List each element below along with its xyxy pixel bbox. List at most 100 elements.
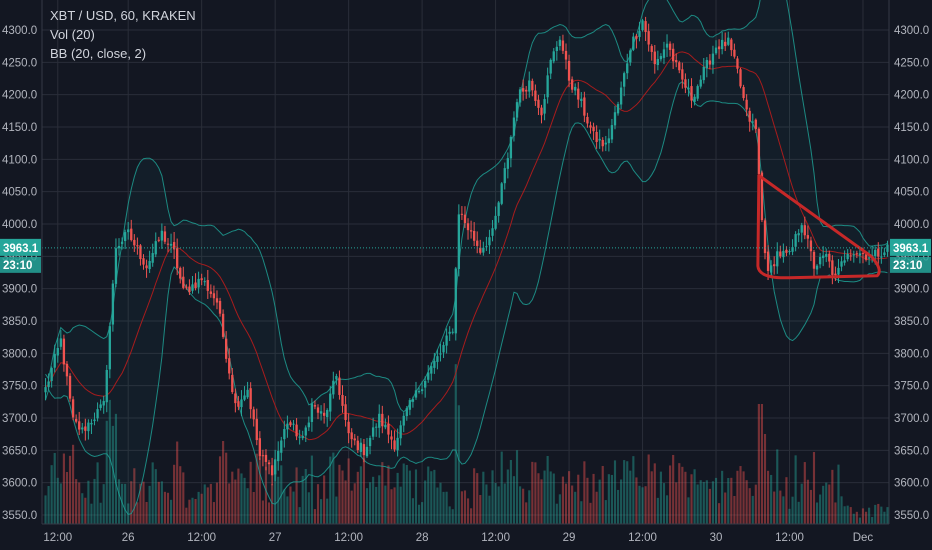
volume-bar [200,493,203,524]
volume-bar [182,472,185,524]
volume-indicator-label[interactable]: Vol (20) [50,27,95,42]
candle-body [650,46,653,52]
candle-body [350,432,353,440]
candle-body [108,326,111,370]
candle-body [194,282,197,289]
candle-body [757,128,761,175]
volume-bar [298,507,301,524]
volume-bar [421,502,424,524]
candle-body [886,244,889,252]
candle-body [864,254,868,260]
volume-bar [549,471,552,524]
volume-bar [806,479,809,524]
volume-bar [782,496,785,524]
candle-body [632,36,635,50]
volume-bar [136,502,139,524]
candle-body [730,39,733,51]
volume-bar [690,474,693,524]
candle-body [739,69,742,87]
candle-body [675,60,678,63]
candle-body [463,214,467,224]
volume-bar [607,474,610,524]
volume-bar [243,477,246,524]
candle-body [172,242,176,250]
volume-bar [163,491,167,524]
volume-bar [87,480,90,524]
candle-body [733,49,736,57]
volume-bar [313,509,317,524]
candle-body [84,426,87,431]
triangle-drawing[interactable] [756,174,881,280]
candle-body [531,80,534,91]
candle-body [494,215,497,229]
volume-bar [748,488,751,524]
bollinger-indicator-label[interactable]: BB (20, close, 2) [50,46,147,61]
volume-bar [399,486,402,524]
candle-body [638,31,641,38]
chart-legend: XBT / USD, 60, KRAKEN Vol (20) BB (20, c… [50,6,196,63]
volume-bar [485,484,488,524]
volume-bar [72,444,75,524]
volume-bar [176,441,179,524]
candle-body [512,117,516,136]
y-tick-label-left: 3850.0 [2,316,37,328]
candle-body [834,273,837,276]
y-tick-label-right: 3600.0 [894,478,929,490]
candle-body [182,276,185,288]
candle-body [797,233,800,236]
candle-body [788,251,791,253]
candle-body [384,424,387,428]
symbol-title[interactable]: XBT / USD, 60, KRAKEN [50,8,196,23]
volume-bar [454,364,457,524]
volume-bar [53,452,56,524]
candle-body [883,252,886,256]
triangle-annotation[interactable] [756,174,881,280]
volume-bar [365,488,369,524]
volume-bar [531,461,534,524]
candle-body [537,99,540,108]
candle-body [378,413,381,428]
candle-body [123,232,127,242]
candle-body [197,278,200,288]
candle-body [549,59,552,74]
volume-bar [424,480,427,524]
candle-body [237,401,240,407]
volume-bar [405,464,408,524]
volume-bar [558,494,561,524]
candle-body [136,245,139,247]
candle-body [203,281,206,283]
volume-bar [788,508,791,524]
volume-bar [623,460,626,524]
volume-bar [592,473,595,524]
volume-bar [696,484,699,524]
candle-body [430,366,433,374]
volume-bar [151,462,154,524]
volume-bar [583,461,586,524]
volume-bar [760,404,764,524]
candle-body [479,247,482,253]
x-tick-label: 27 [269,532,282,544]
y-tick-label-right: 3750.0 [894,381,929,393]
y-tick-label-right: 4250.0 [894,57,929,69]
candle-body [684,79,687,88]
candle-body [427,372,430,380]
volume-bar [564,483,568,524]
candle-body [310,403,314,422]
candle-body [212,293,216,299]
volume-bar [203,484,206,524]
candle-body [822,255,825,259]
y-tick-label-left: 3700.0 [2,413,37,425]
candle-body [815,265,819,270]
candle-body [782,250,785,258]
volume-bar [47,486,50,524]
volume-bar [687,497,690,524]
candle-body [277,450,280,462]
volume-bar [393,487,396,524]
candle-body [65,363,69,377]
volume-bar [258,457,261,524]
candle-body [711,53,715,65]
y-tick-label-right: 4300.0 [894,25,929,37]
volume-bar [387,465,390,524]
candle-body [472,230,476,241]
